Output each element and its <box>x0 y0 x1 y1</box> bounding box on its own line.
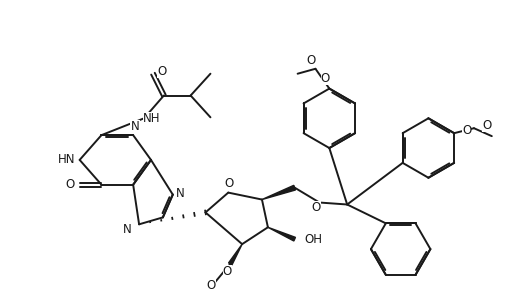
Text: O: O <box>222 265 232 278</box>
Text: O: O <box>225 177 234 190</box>
Text: OH: OH <box>304 233 322 246</box>
Text: HN: HN <box>58 154 76 166</box>
Text: NH: NH <box>143 112 161 125</box>
Text: O: O <box>65 178 74 191</box>
Text: O: O <box>306 54 315 67</box>
Polygon shape <box>262 185 296 200</box>
Text: N: N <box>176 187 185 200</box>
Text: O: O <box>462 124 471 137</box>
Text: N: N <box>130 120 139 133</box>
Text: N: N <box>131 120 140 133</box>
Text: O: O <box>321 72 330 85</box>
Text: O: O <box>482 119 491 132</box>
Text: O: O <box>157 65 166 78</box>
Text: N: N <box>123 223 131 236</box>
Polygon shape <box>268 227 296 241</box>
Text: O: O <box>207 279 216 292</box>
Polygon shape <box>229 244 242 265</box>
Text: O: O <box>312 201 321 214</box>
